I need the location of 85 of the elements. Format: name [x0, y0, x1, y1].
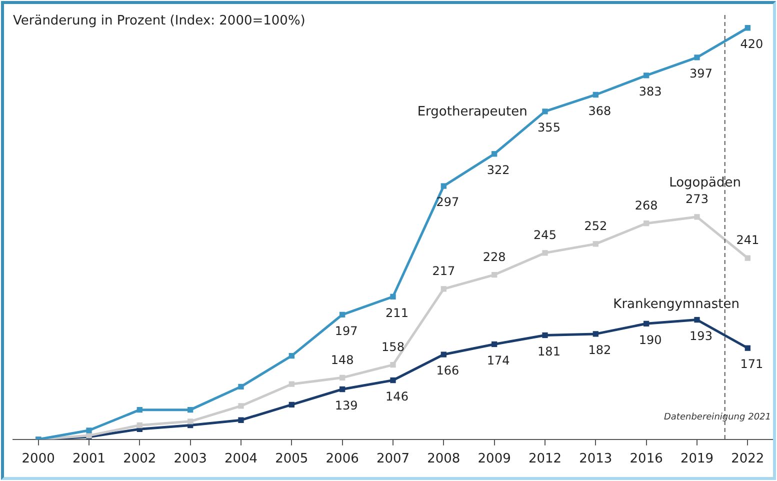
point [86, 428, 92, 434]
point [592, 241, 598, 247]
point [644, 72, 650, 78]
data-label: 181 [538, 344, 560, 358]
data-label: 273 [686, 192, 708, 206]
chart-title: Veränderung in Prozent (Index: 2000=100%) [13, 13, 306, 28]
point [288, 381, 294, 387]
point [592, 92, 598, 98]
point [288, 352, 294, 359]
point [694, 214, 700, 220]
data-label: 355 [538, 120, 560, 135]
data-label: 420 [740, 36, 764, 51]
data-label: 193 [690, 328, 712, 343]
point [340, 374, 346, 380]
point [644, 320, 650, 326]
x-tick-label: 2013 [579, 452, 612, 467]
data-label: 241 [736, 233, 760, 248]
x-tick-label: 2012 [528, 452, 562, 467]
point [694, 54, 700, 60]
x-tick-label: 2019 [680, 452, 714, 467]
point [592, 331, 598, 337]
data-label: 268 [634, 198, 658, 212]
data-label: 148 [330, 352, 354, 367]
series-label: Ergotherapeuten [417, 104, 528, 120]
point [440, 352, 446, 358]
data-label: 368 [588, 104, 612, 118]
series-label: Krankengymnasten [613, 297, 740, 312]
x-tick-label: 2016 [630, 452, 663, 467]
data-label: 146 [386, 389, 408, 404]
point [188, 418, 194, 424]
x-tick-label: 2007 [376, 452, 410, 467]
point [644, 220, 650, 226]
point [136, 406, 142, 413]
data-label: 190 [638, 332, 662, 347]
x-tick-label: 2003 [174, 452, 207, 467]
point [492, 151, 498, 157]
data-label: 228 [482, 250, 506, 264]
data-label: 139 [334, 398, 358, 412]
x-tick-label: 2006 [326, 452, 359, 467]
point [288, 402, 294, 408]
point [744, 255, 750, 261]
data-label: 158 [382, 340, 404, 354]
data-label: 383 [638, 84, 662, 99]
point [492, 272, 498, 278]
x-tick-label: 2002 [123, 452, 156, 467]
data-label: 182 [588, 343, 612, 358]
point [238, 403, 244, 409]
point [390, 362, 396, 368]
x-tick-label: 2005 [275, 452, 308, 467]
point [440, 286, 446, 292]
data-label: 245 [534, 228, 556, 242]
data-label: 174 [486, 353, 510, 368]
data-label: 197 [334, 324, 358, 338]
point [390, 294, 396, 300]
data-label: 322 [486, 163, 510, 178]
point [440, 183, 446, 189]
data-label: 397 [690, 66, 712, 81]
point [390, 377, 396, 384]
x-tick-label: 2009 [478, 452, 511, 467]
text: Logopäden [669, 175, 741, 190]
data-label: 166 [436, 364, 460, 378]
point [694, 316, 700, 323]
point [238, 384, 244, 390]
point [542, 108, 548, 114]
point [238, 417, 244, 423]
point [340, 386, 346, 392]
point [492, 341, 498, 348]
data-label: 252 [584, 219, 608, 234]
x-tick-label: 2000 [22, 452, 55, 467]
point [744, 25, 750, 31]
point [542, 332, 548, 338]
x-tick-label: 2008 [427, 452, 460, 467]
point [542, 250, 548, 256]
x-tick-label: 2001 [72, 452, 106, 467]
data-label: 297 [436, 195, 460, 210]
point [744, 345, 750, 351]
point [136, 422, 142, 428]
data-label: 217 [432, 264, 456, 278]
annotation: Datenbereinigung 2021 [664, 412, 771, 423]
point [340, 312, 346, 318]
data-label: 211 [386, 306, 408, 320]
data-label: 171 [740, 357, 764, 372]
x-tick-label: 2022 [731, 452, 764, 467]
point [188, 406, 194, 413]
x-tick-label: 2004 [224, 452, 258, 467]
